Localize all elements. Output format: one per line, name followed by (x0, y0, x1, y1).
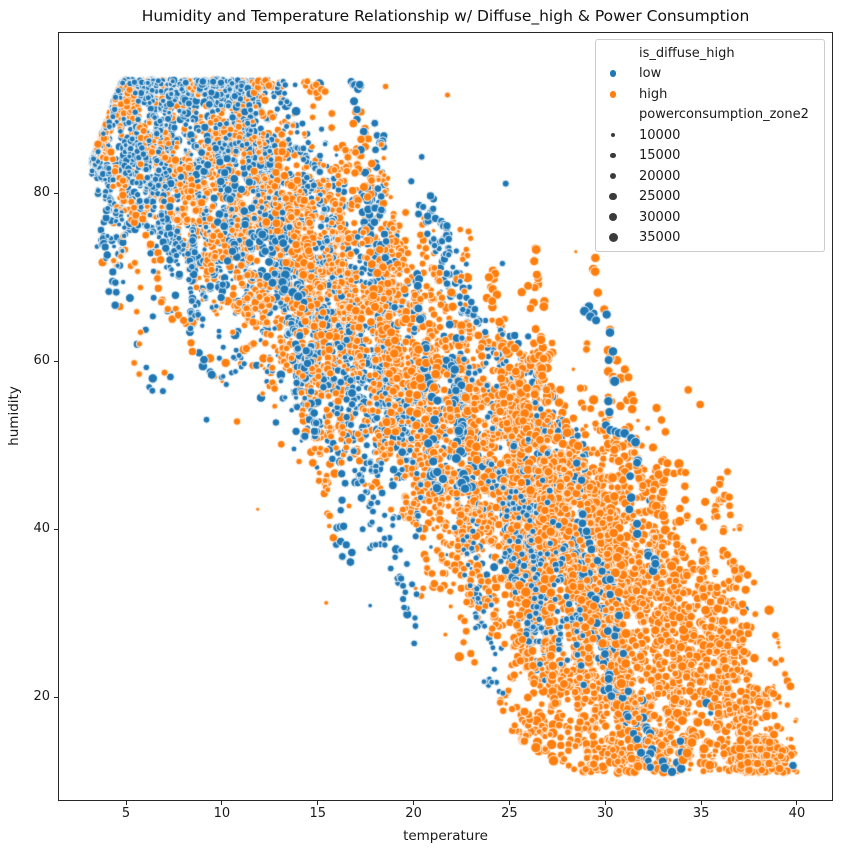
x-tick-mark (125, 801, 127, 805)
y-tick-mark (54, 528, 58, 530)
legend-size-10000-dot-icon (611, 133, 615, 138)
x-tick-label: 20 (405, 806, 422, 821)
legend-size-25000-label: 25000 (639, 189, 681, 205)
legend-size-35000-dot-icon (608, 233, 618, 243)
legend-size-title: powerconsumption_zone2 (596, 105, 824, 126)
x-tick-label: 15 (309, 806, 326, 821)
x-tick-label: 25 (501, 806, 518, 821)
legend-size-30000-dot-icon (608, 213, 618, 222)
legend-hue-high: high (596, 84, 824, 105)
legend-size-20000-label: 20000 (639, 168, 681, 184)
x-axis-label: temperature (403, 828, 488, 844)
x-tick-label: 10 (213, 806, 231, 821)
x-tick-mark (317, 801, 319, 805)
legend-hue-low: low (596, 64, 824, 85)
legend-size-15000-label: 15000 (639, 148, 681, 164)
legend-hue-high-marker (596, 90, 630, 98)
legend-size-35000: 35000 (596, 228, 824, 249)
y-tick-label: 20 (33, 689, 50, 704)
legend-hue-low-marker (596, 70, 630, 78)
x-tick-mark (604, 801, 606, 805)
legend-size-35000-marker (596, 233, 630, 243)
y-tick-mark (54, 192, 58, 194)
legend-size-30000-label: 30000 (639, 209, 681, 225)
legend-size-10000: 10000 (596, 125, 824, 146)
x-tick-label: 40 (788, 806, 806, 821)
x-tick-mark (413, 801, 415, 805)
chart-title: Humidity and Temperature Relationship w/… (141, 7, 750, 25)
legend-size-25000: 25000 (596, 187, 824, 208)
legend-size-15000-dot-icon (610, 153, 616, 159)
legend-hue-low-label: low (639, 66, 662, 82)
x-tick-label: 5 (121, 806, 131, 821)
legend-hue-high-label: high (639, 86, 668, 102)
legend-hue-low-dot-icon (609, 70, 617, 78)
y-tick-mark (54, 360, 58, 362)
legend-size-30000-marker (596, 213, 630, 222)
legend-size-15000: 15000 (596, 146, 824, 167)
legend-hue-title: is_diffuse_high (596, 43, 824, 64)
legend-hue-high-dot-icon (609, 90, 617, 98)
legend-size-35000-label: 35000 (639, 230, 681, 246)
y-tick-label: 80 (33, 185, 50, 201)
legend-size-25000-marker (596, 193, 630, 201)
x-tick-label: 35 (692, 806, 710, 821)
legend-hue-title-label: is_diffuse_high (639, 45, 735, 61)
legend-size-10000-marker (596, 133, 630, 138)
legend-size-25000-dot-icon (609, 193, 617, 201)
y-tick-label: 60 (33, 353, 50, 369)
x-tick-mark (221, 801, 223, 805)
legend-size-30000: 30000 (596, 207, 824, 228)
legend-size-10000-label: 10000 (639, 127, 681, 143)
y-axis-label: humidity (6, 386, 22, 446)
x-tick-mark (508, 801, 510, 805)
legend-size-15000-marker (596, 153, 630, 159)
x-tick-mark (796, 801, 798, 805)
y-tick-label: 40 (33, 521, 50, 536)
y-tick-mark (54, 696, 58, 698)
legend-size-20000-dot-icon (609, 173, 617, 180)
x-tick-mark (700, 801, 702, 805)
legend-size-20000: 20000 (596, 166, 824, 187)
x-tick-label: 30 (596, 806, 614, 821)
legend-size-20000-marker (596, 173, 630, 180)
legend-size-title-label: powerconsumption_zone2 (639, 107, 809, 123)
